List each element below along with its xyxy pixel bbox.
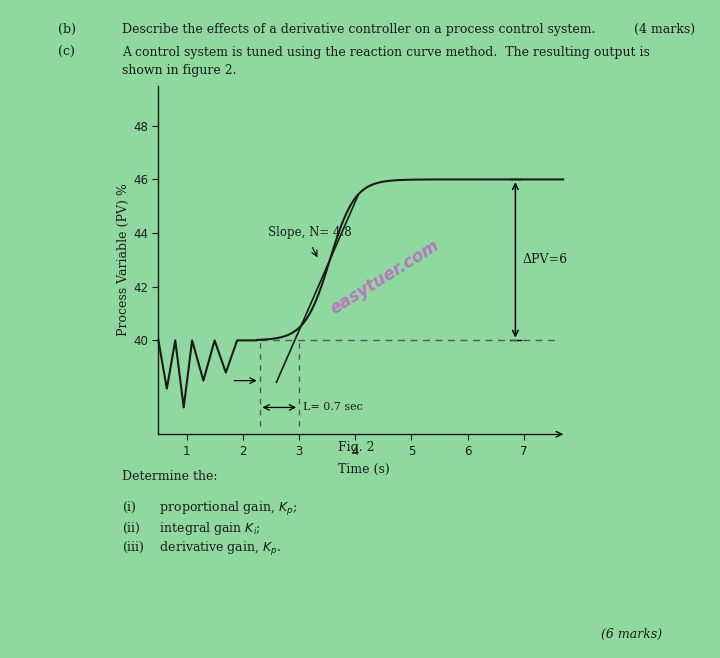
- Text: L= 0.7 sec: L= 0.7 sec: [303, 403, 364, 413]
- Text: easytuer.com: easytuer.com: [327, 236, 443, 318]
- Text: Determine the:: Determine the:: [122, 470, 218, 484]
- Text: ΔPV=6: ΔPV=6: [522, 253, 567, 266]
- Y-axis label: Process Variable (PV) %: Process Variable (PV) %: [117, 184, 130, 336]
- X-axis label: Time (s): Time (s): [338, 463, 390, 476]
- Text: (4 marks): (4 marks): [634, 23, 695, 36]
- Text: (i)      proportional gain, $K_p$;: (i) proportional gain, $K_p$;: [122, 500, 297, 518]
- Text: Describe the effects of a derivative controller on a process control system.: Describe the effects of a derivative con…: [122, 23, 595, 36]
- Text: (b): (b): [58, 23, 76, 36]
- Text: (6 marks): (6 marks): [601, 628, 662, 642]
- Text: Slope, N= 4.8: Slope, N= 4.8: [268, 226, 351, 239]
- Text: (ii)     integral gain $K_i$;: (ii) integral gain $K_i$;: [122, 520, 261, 537]
- Text: (c): (c): [58, 46, 74, 59]
- Text: A control system is tuned using the reaction curve method.  The resulting output: A control system is tuned using the reac…: [122, 46, 650, 59]
- Text: Fig. 2: Fig. 2: [338, 441, 374, 454]
- Text: shown in figure 2.: shown in figure 2.: [122, 64, 237, 77]
- Text: (iii)    derivative gain, $K_p$.: (iii) derivative gain, $K_p$.: [122, 540, 282, 557]
